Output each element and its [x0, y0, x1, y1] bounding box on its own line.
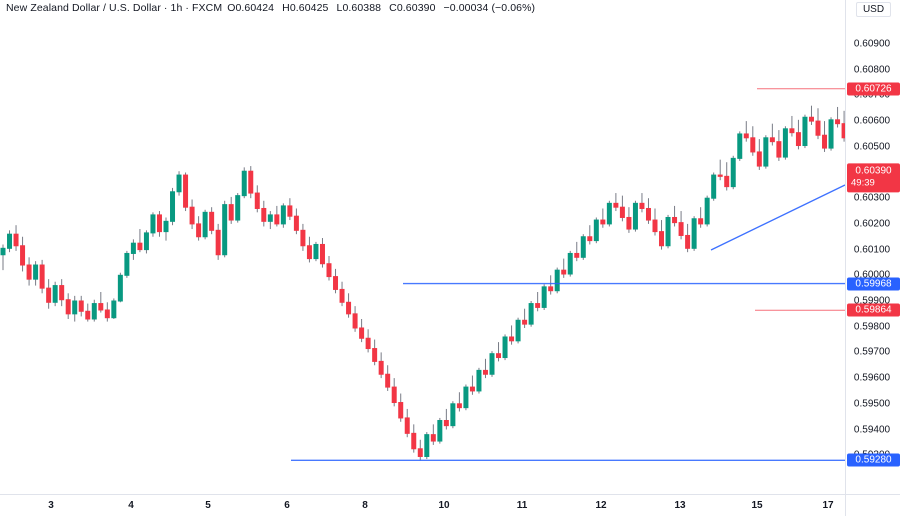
price-tick: 0.60500 [853, 141, 891, 153]
time-tick: 13 [674, 500, 686, 511]
legend-separator-2: · [185, 2, 190, 14]
ohlc-low: L0.60388 [336, 2, 382, 14]
price-tick: 0.60200 [853, 218, 891, 230]
drawing-overlays[interactable] [0, 16, 845, 494]
interval-label[interactable]: 1h [170, 2, 183, 14]
time-tick: 12 [595, 500, 607, 511]
time-tick: 11 [516, 500, 528, 511]
time-scale[interactable]: 3 4 5 6 8 10 11 12 13 15 17 [0, 494, 845, 516]
time-tick: 3 [48, 500, 54, 511]
time-tick: 6 [284, 500, 290, 511]
price-tick: 0.60300 [853, 192, 891, 204]
time-tick: 4 [128, 500, 134, 511]
price-tick: 0.60000 [853, 269, 891, 281]
support-tag-upper[interactable]: 0.59968 [847, 277, 900, 290]
price-tick: 0.60700 [853, 89, 891, 101]
scale-corner [845, 494, 900, 516]
ohlc-change: −0.00034 (−0.06%) [443, 2, 536, 14]
price-tick: 0.59900 [853, 295, 891, 307]
ascending-trendline [710, 184, 845, 251]
last-price-value: 0.60390 [855, 165, 892, 177]
currency-unit: USD [846, 2, 900, 17]
time-tick: 10 [438, 500, 450, 511]
price-tick: 0.59400 [853, 424, 891, 435]
price-tick: 0.59600 [853, 372, 891, 384]
symbol-name[interactable]: New Zealand Dollar / U.S. Dollar [6, 2, 161, 14]
support-tag-red[interactable]: 0.59864 [847, 303, 900, 317]
price-tick: 0.60800 [853, 64, 891, 76]
time-tick: 15 [751, 500, 763, 511]
price-tick: 0.59800 [853, 321, 891, 333]
price-scale[interactable]: USD 0.60900 0.60800 0.60700 0.60600 0.60500 0… [845, 0, 900, 494]
chart-legend: New Zealand Dollar / U.S. Dollar · 1h · … [0, 0, 540, 16]
price-tick: 0.60100 [853, 244, 891, 256]
ohlc-close: C0.60390 [389, 2, 436, 14]
candlestick-series [0, 105, 845, 461]
bar-countdown: 49:39 [851, 177, 875, 189]
last-price-tag[interactable]: 0.60390 49:39 [847, 163, 900, 193]
resistance-tag[interactable]: 0.60726 [847, 82, 900, 96]
chart-plot-area[interactable] [0, 16, 845, 494]
time-tick: 5 [205, 500, 211, 511]
price-tick: 0.59700 [853, 346, 891, 358]
price-tick: 0.60900 [853, 38, 891, 50]
price-tick: 0.60600 [853, 115, 891, 127]
legend-separator-1: · [163, 2, 168, 14]
time-tick: 17 [822, 500, 834, 511]
time-tick: 8 [362, 500, 368, 511]
ohlc-open: O0.60424 [227, 2, 275, 14]
price-tick: 0.59500 [853, 398, 891, 410]
ohlc-high: H0.60425 [282, 2, 329, 14]
support-tag-lower[interactable]: 0.59280 [847, 453, 900, 467]
exchange-label: FXCM [192, 2, 223, 14]
ohlc-values: O0.60424 H0.60425 L0.60388 C0.60390 −0.0… [227, 2, 540, 14]
